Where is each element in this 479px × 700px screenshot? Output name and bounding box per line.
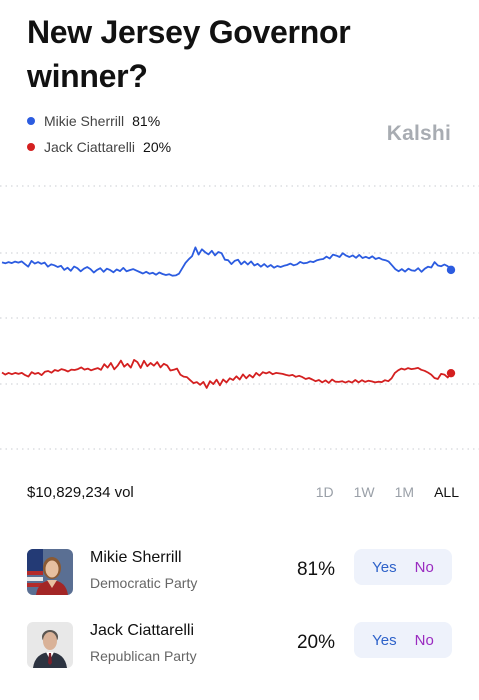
candidate-chance: 81% xyxy=(296,559,335,580)
page-title: New Jersey Governor winner? xyxy=(27,14,351,94)
legend-item-sherrill: Mikie Sherrill 81% xyxy=(27,113,160,129)
candidate-name: Jack Ciattarelli xyxy=(90,622,195,639)
candidate-row-sherrill: Mikie Sherrill Democratic Party 81% Yes … xyxy=(27,545,452,601)
current-point-sherrill xyxy=(446,265,456,275)
range-all-button[interactable]: ALL xyxy=(434,484,459,500)
volume-label: $10,829,234 vol xyxy=(27,484,134,501)
candidate-photo-ciattarelli-icon xyxy=(27,622,73,668)
candidate-party: Republican Party xyxy=(90,648,197,664)
current-point-ciattarelli xyxy=(446,368,456,378)
range-1d-button[interactable]: 1D xyxy=(315,484,334,500)
time-range-selector: 1D 1W 1M ALL xyxy=(314,484,461,500)
legend-pct: 81% xyxy=(132,113,161,129)
candidate-party: Democratic Party xyxy=(90,575,198,591)
legend-item-ciattarelli: Jack Ciattarelli 20% xyxy=(27,139,171,155)
series-line-sherrill xyxy=(1,246,452,277)
candidate-row-ciattarelli: Jack Ciattarelli Republican Party 20% Ye… xyxy=(27,618,452,674)
yes-button[interactable]: Yes xyxy=(372,631,397,649)
series-line-ciattarelli xyxy=(1,359,452,389)
candidate-chance: 20% xyxy=(296,632,335,653)
blue-dot-icon xyxy=(27,117,35,125)
legend-name: Jack Ciattarelli xyxy=(44,139,136,155)
avatar xyxy=(27,622,73,668)
no-button[interactable]: No xyxy=(414,631,434,649)
legend-name: Mikie Sherrill xyxy=(44,113,125,129)
candidate-photo-sherrill-icon xyxy=(27,549,73,595)
candidate-name: Mikie Sherrill xyxy=(90,549,182,566)
no-button[interactable]: No xyxy=(414,558,434,576)
kalshi-logo: Kalshi xyxy=(386,122,451,145)
trade-buttons: Yes No xyxy=(354,622,452,658)
trade-buttons: Yes No xyxy=(354,549,452,585)
avatar xyxy=(27,549,73,595)
yes-button[interactable]: Yes xyxy=(372,558,397,576)
legend-pct: 20% xyxy=(143,139,172,155)
price-history-chart xyxy=(0,185,479,450)
red-dot-icon xyxy=(27,143,35,151)
range-1w-button[interactable]: 1W xyxy=(353,484,375,500)
range-1m-button[interactable]: 1M xyxy=(394,484,415,500)
